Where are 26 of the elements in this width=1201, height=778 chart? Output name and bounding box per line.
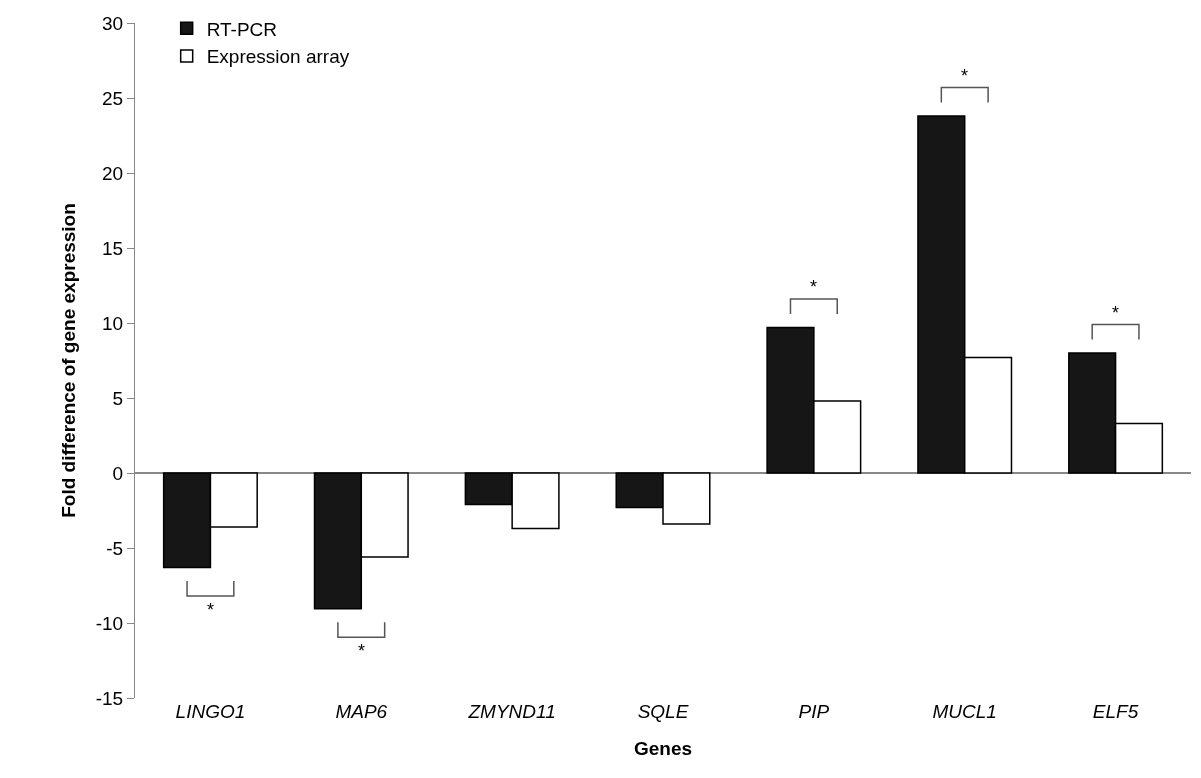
y-tick-label: 20: [102, 162, 124, 184]
y-tick-label: 5: [112, 387, 124, 409]
y-axis-title: Fold difference of gene expression: [57, 203, 79, 518]
x-tick-label: ZMYND11: [467, 701, 556, 722]
annotation: *: [810, 277, 818, 297]
y-tick-label: -10: [95, 612, 124, 634]
y-tick-label: -5: [106, 537, 124, 559]
x-axis-title: Genes: [633, 737, 693, 759]
annotation: *: [1112, 303, 1120, 323]
y-tick-label: 10: [102, 312, 124, 334]
x-tick-label: MAP6: [335, 701, 388, 722]
y-tick-label: -15: [95, 687, 124, 709]
y-tick-label: 15: [102, 237, 124, 259]
y-tick-label: 25: [102, 87, 124, 109]
annotation: *: [207, 600, 215, 620]
x-tick-label: PIP: [798, 701, 830, 722]
y-tick-label: 0: [112, 462, 124, 484]
x-tick-label: LINGO1: [175, 701, 246, 722]
legend-label: Expression array: [206, 46, 350, 68]
annotation: *: [358, 641, 366, 661]
x-tick-label: SQLE: [637, 701, 689, 722]
annotation: *: [961, 66, 969, 86]
x-tick-label: ELF5: [1092, 701, 1139, 722]
y-tick-label: 30: [102, 12, 124, 34]
x-tick-label: MUCL1: [932, 701, 997, 722]
legend-label: RT-PCR: [206, 18, 278, 40]
